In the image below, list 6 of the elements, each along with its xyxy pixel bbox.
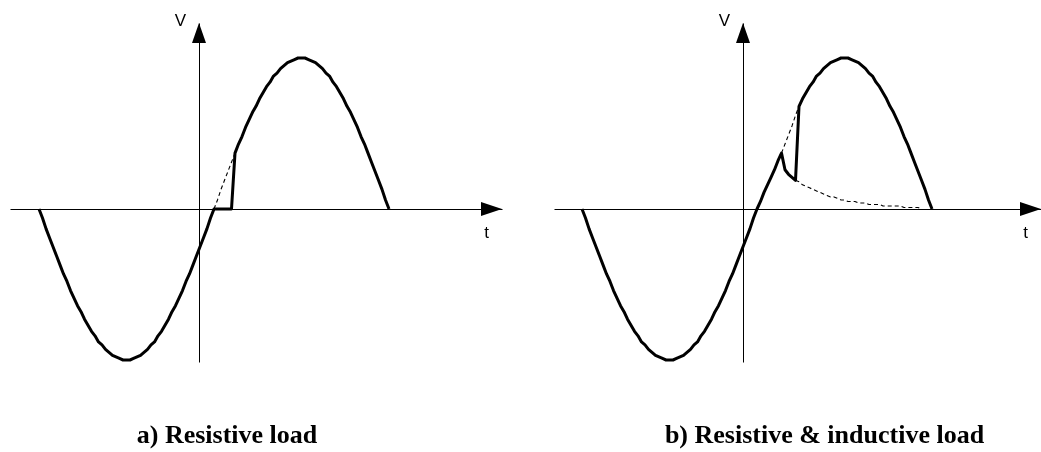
text: b) Resistive & inductive load — [664, 420, 985, 449]
x-axis-title: t — [1023, 222, 1029, 242]
x-axis-title: t — [484, 222, 490, 242]
text: a) Resistive load — [136, 420, 318, 449]
y-axis-title: V — [718, 10, 731, 30]
y-axis-title: V — [174, 10, 187, 30]
